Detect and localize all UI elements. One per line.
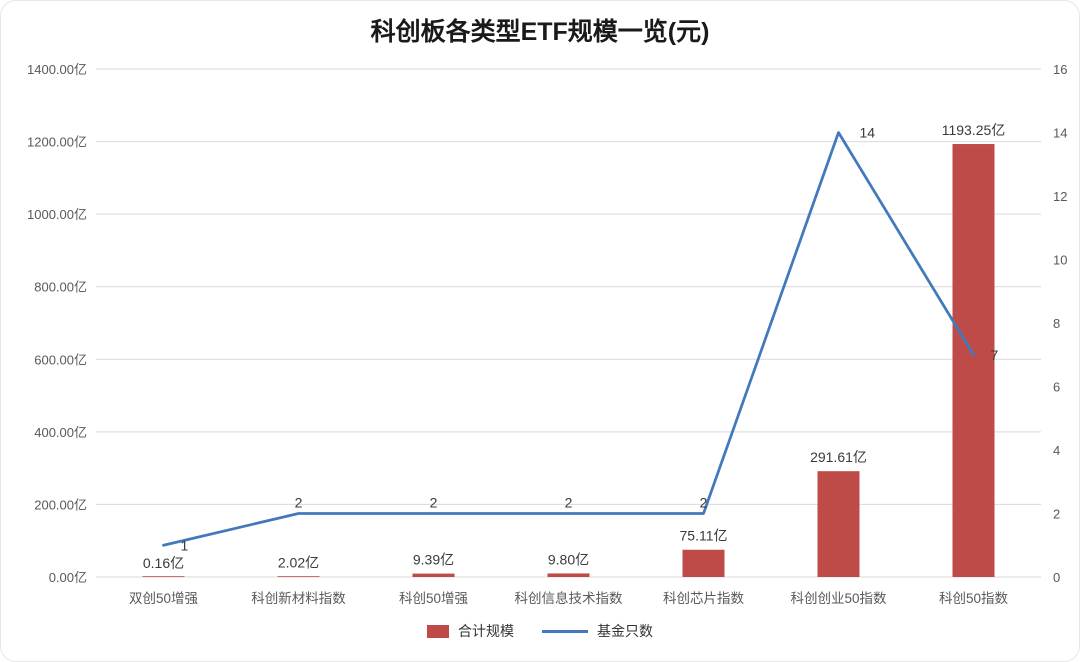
bar-value-label: 9.80亿 <box>548 551 589 567</box>
line-value-label: 1 <box>181 537 189 553</box>
bar <box>142 576 185 577</box>
line-value-label: 2 <box>700 495 708 511</box>
left-axis-tick: 0.00亿 <box>49 570 87 585</box>
bar-value-label: 2.02亿 <box>278 554 319 570</box>
legend-label-bars: 合计规模 <box>458 623 514 639</box>
bar <box>817 471 860 577</box>
right-axis-tick: 4 <box>1053 443 1060 458</box>
category-label: 科创50增强 <box>399 591 469 606</box>
left-axis-tick: 400.00亿 <box>34 425 87 440</box>
line-value-label: 2 <box>430 495 438 511</box>
category-label: 科创创业50指数 <box>790 591 887 606</box>
bar-value-label: 1193.25亿 <box>942 122 1006 138</box>
right-axis-tick: 6 <box>1053 380 1060 395</box>
bar <box>952 144 995 577</box>
line-series-swatch-icon <box>542 629 588 633</box>
right-axis-tick: 2 <box>1053 507 1060 522</box>
left-axis-tick: 1000.00亿 <box>27 207 87 222</box>
bar-value-label: 0.16亿 <box>143 555 184 571</box>
line-value-label: 7 <box>991 347 999 363</box>
line-value-label: 14 <box>860 125 876 141</box>
legend-item-bars: 合计规模 <box>427 621 514 641</box>
right-axis-tick: 0 <box>1053 570 1060 585</box>
bar <box>277 576 320 577</box>
category-label: 科创新材料指数 <box>251 591 346 606</box>
category-label: 科创50指数 <box>939 591 1009 606</box>
chart-legend: 合计规模 基金只数 <box>1 621 1079 641</box>
line-series <box>162 131 975 547</box>
line-value-label: 2 <box>295 495 303 511</box>
bar <box>412 573 455 577</box>
bar-series-swatch-icon <box>427 624 449 638</box>
legend-item-line: 基金只数 <box>542 621 653 641</box>
left-axis-tick: 1400.00亿 <box>27 62 87 77</box>
category-label: 双创50增强 <box>129 591 199 606</box>
left-axis-tick: 1200.00亿 <box>27 135 87 150</box>
bar <box>547 573 590 577</box>
category-label: 科创芯片指数 <box>663 591 744 606</box>
left-axis-tick: 200.00亿 <box>34 497 87 512</box>
bar-value-label: 291.61亿 <box>810 449 867 465</box>
left-axis-tick: 600.00亿 <box>34 352 87 367</box>
bar-value-label: 75.11亿 <box>680 528 728 544</box>
line-value-label: 2 <box>565 495 573 511</box>
chart-canvas: 0.00亿 200.00亿 400.00亿 600.00亿 800.00亿 1000.00… <box>27 62 1067 606</box>
right-axis-tick: 14 <box>1053 126 1067 141</box>
left-axis-tick: 800.00亿 <box>34 280 87 295</box>
chart-title: 科创板各类型ETF规模一览(元) <box>370 18 710 46</box>
right-axis-tick: 16 <box>1053 62 1067 77</box>
bar-value-label: 9.39亿 <box>413 552 454 568</box>
category-label: 科创信息技术指数 <box>515 590 623 606</box>
bar <box>682 549 725 577</box>
right-axis-tick: 10 <box>1053 253 1067 268</box>
right-axis-tick: 12 <box>1053 189 1067 204</box>
right-axis-tick: 8 <box>1053 316 1060 331</box>
legend-label-line: 基金只数 <box>597 623 653 639</box>
